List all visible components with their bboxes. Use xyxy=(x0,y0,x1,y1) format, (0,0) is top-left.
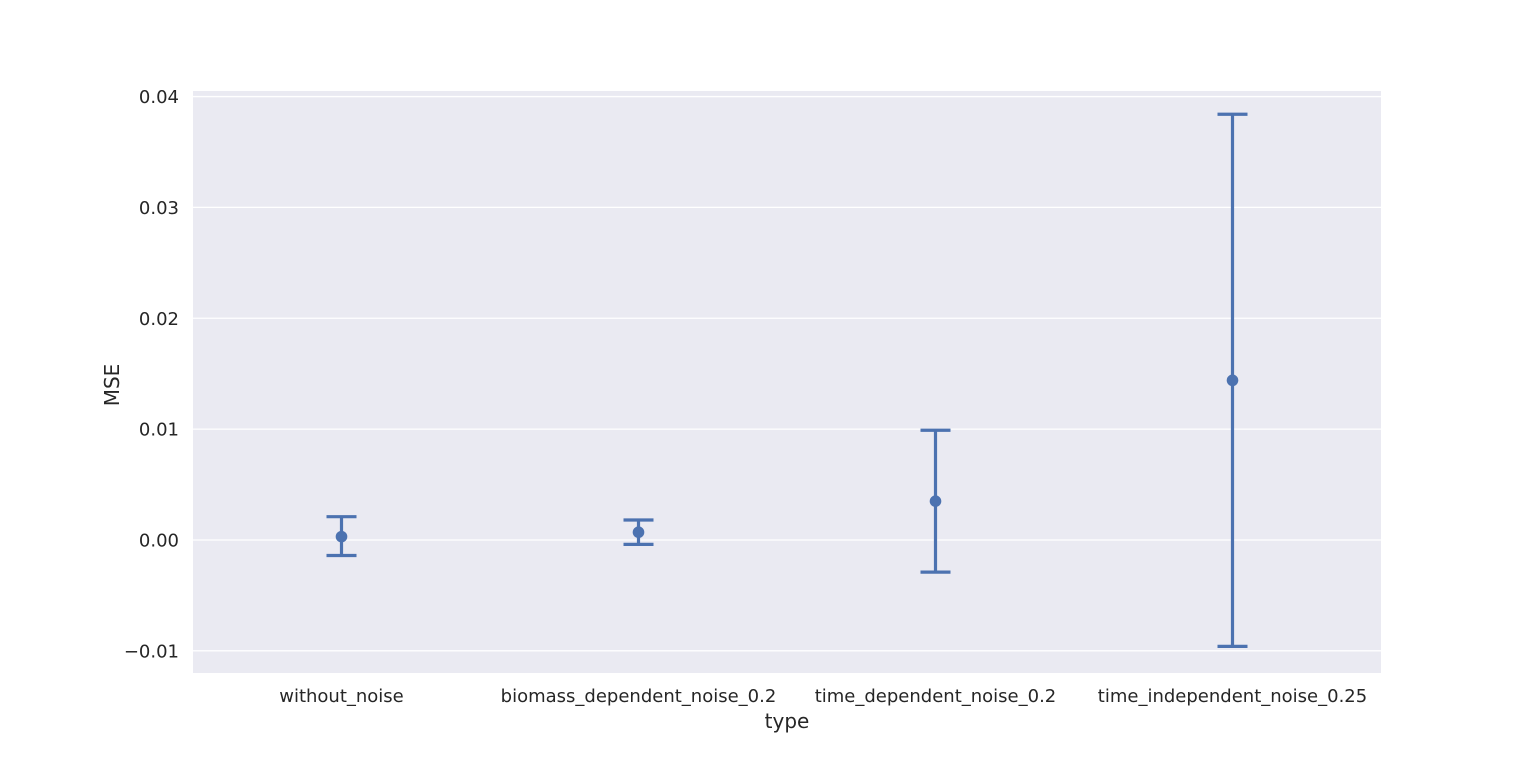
x-axis-label: type xyxy=(765,709,810,733)
plot-background xyxy=(193,91,1381,673)
data-point xyxy=(929,495,942,507)
y-tick-label: 0.00 xyxy=(139,530,179,551)
y-tick-label: 0.03 xyxy=(139,198,179,219)
y-tick-labels: −0.01 0.00 0.01 0.02 0.03 0.04 xyxy=(124,87,179,662)
grid-lines xyxy=(193,95,1381,652)
y-tick-label: 0.04 xyxy=(139,87,179,108)
x-tick-label: time_independent_noise_0.25 xyxy=(1098,686,1367,707)
data-point xyxy=(335,530,348,543)
x-tick-label: without_noise xyxy=(279,686,404,707)
data-point xyxy=(1226,374,1239,387)
y-tick-label: 0.02 xyxy=(139,309,179,330)
y-tick-label: −0.01 xyxy=(124,641,179,662)
y-tick-label: 0.01 xyxy=(139,420,179,441)
x-tick-label: time_dependent_noise_0.2 xyxy=(815,686,1057,707)
y-axis-label: MSE xyxy=(100,364,124,407)
x-tick-labels: without_noise biomass_dependent_noise_0.2… xyxy=(279,686,1367,707)
x-tick-label: biomass_dependent_noise_0.2 xyxy=(501,686,777,707)
data-point xyxy=(632,526,645,539)
error-bars xyxy=(326,112,1248,648)
